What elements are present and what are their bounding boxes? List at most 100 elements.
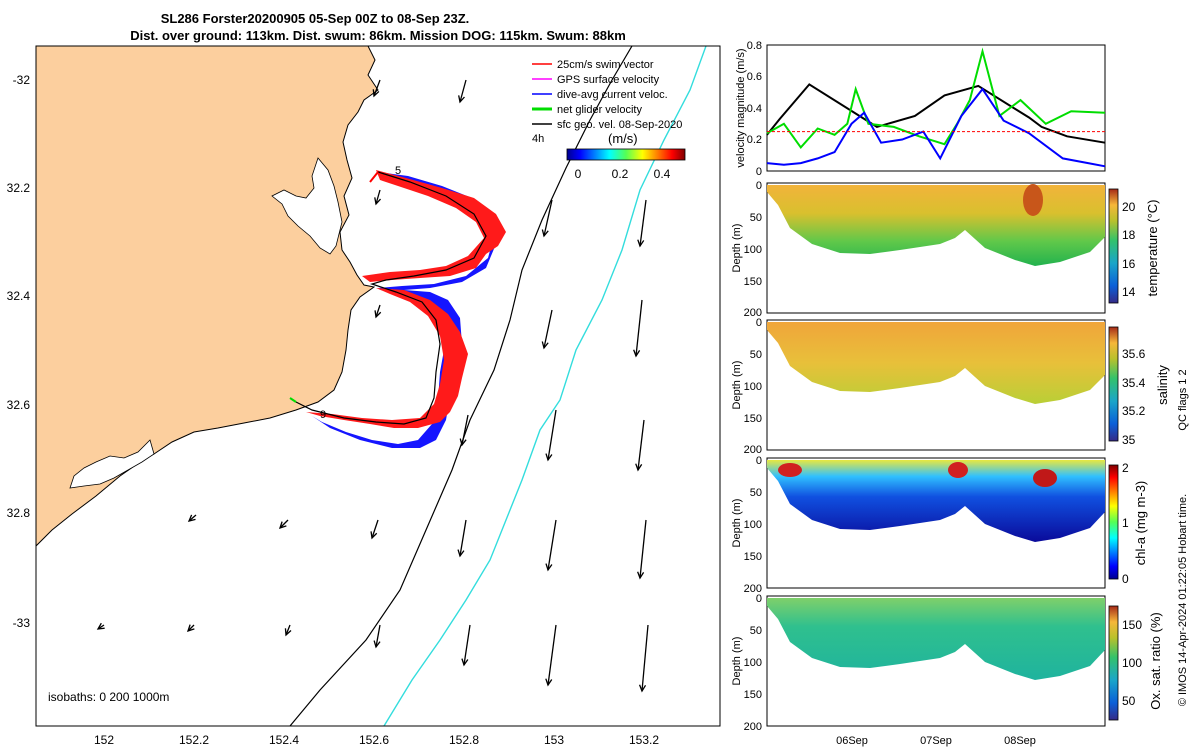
y-axis-label: Depth (m) [731,224,743,273]
y-tick: 0 [756,317,762,329]
cbar-tick: 18 [1122,228,1136,242]
geo-velocity-arrow [459,79,467,103]
colorbar-label: temperature (°C) [1145,200,1160,297]
temperature-panel: 0 50 100 150 200 Depth (m) 20 18 16 14 t… [731,180,1160,319]
geo-velocity-arrow [637,419,645,471]
geo-velocity-arrow [641,624,649,692]
y-tick: 100 [744,519,762,531]
isobath-1000m [383,46,707,726]
geo-velocity-arrow [639,199,647,247]
estuary-south [69,439,155,489]
oxygen-panel: 0 50 100 150 200 Depth (m) 150 100 50 Ox… [731,593,1163,747]
colorbar-tick: 0.2 [612,167,629,181]
lon-tick: 152.8 [449,733,479,747]
cbar-tick: 35.6 [1122,347,1146,361]
end-marker [289,397,297,403]
y-tick: 0 [756,180,762,192]
geo-velocity-arrowhead [545,453,553,462]
geo-velocity-arrow [547,519,557,571]
lon-axis: 152 152.2 152.4 152.6 152.8 153 153.2 [94,733,659,747]
geo-velocity-arrowhead [96,622,105,630]
y-axis-label: Depth (m) [731,361,743,410]
colorbar-label: chl-a (mg m-3) [1133,481,1148,566]
geo-velocity-arrow [279,519,289,529]
salinity-y-axis: 0 50 100 150 200 Depth (m) [731,317,762,456]
chla-bloom [948,462,968,478]
y-tick: 200 [744,583,762,595]
y-axis-label: Depth (m) [731,499,743,548]
geo-velocity-arrowhead [458,95,465,104]
cbar-tick: 20 [1122,200,1136,214]
y-tick: 150 [744,413,762,425]
isobaths-label: isobaths: 0 200 1000m [48,690,169,704]
y-tick: 50 [750,625,762,637]
lon-tick: 152.2 [179,733,209,747]
x-tick: 06Sep [836,735,868,747]
swim-vector-band [306,170,506,428]
geo-velocity-arrowhead [370,531,378,540]
lat-tick: -33 [13,616,31,630]
geo-velocity-arrow [459,519,467,557]
lat-axis: -32 32.2 32.4 32.6 32.8 -33 [7,73,31,630]
geo-velocity-arrowhead [457,549,465,558]
map-panel: 5 9 -32 32.2 32.4 32.6 32.8 -33 152 152.… [7,45,721,747]
y-tick: 100 [744,657,762,669]
colorbar-label: Ox. sat. ratio (%) [1148,612,1163,710]
y-tick: 200 [744,444,762,456]
y-axis-label: Depth (m) [731,637,743,686]
y-tick: 100 [744,244,762,256]
legend-label-gps: GPS surface velocity [557,74,660,86]
y-tick: 0.8 [747,40,762,52]
chla-colorbar [1108,464,1119,580]
lat-tick: 32.4 [7,289,31,303]
salinity-section [767,322,1105,404]
chla-bloom [1033,469,1057,487]
geo-velocity-arrowhead [374,310,382,319]
geo-velocity-arrow [547,409,557,461]
y-tick: 150 [744,276,762,288]
lon-tick: 152.6 [359,733,389,747]
geo-velocity-arrowhead [278,521,287,530]
cbar-tick: 35.4 [1122,376,1146,390]
geo-velocity-arrow [547,624,557,686]
cbar-tick: 14 [1122,285,1136,299]
legend-label-dive: dive-avg current veloc. [557,89,668,101]
speed-colorbar [566,148,686,161]
chla-y-axis: 0 50 100 150 200 Depth (m) [731,455,762,595]
velocity-series-line-1 [766,47,1106,149]
geo-velocity-arrow [375,624,381,648]
geo-velocity-arrowhead [373,640,381,649]
geo-velocity-arrow [463,624,471,666]
y-tick: 50 [750,212,762,224]
y-tick: 200 [744,307,762,319]
y-tick: 150 [744,689,762,701]
interval-label: 4h [532,133,544,145]
chart-title-line2: Dist. over ground: 113km. Dist. swum: 86… [130,28,626,43]
legend-label-geo: sfc geo. vel. 08-Sep-2020 [557,119,682,131]
geo-velocity-arrow [543,309,553,349]
lon-tick: 153.2 [629,733,659,747]
y-tick: 0.4 [747,103,762,115]
geo-velocity-arrowhead [638,684,647,693]
geo-velocity-arrow [375,304,381,318]
legend-label-net: net glider velocity [557,104,642,116]
y-tick: 0.2 [747,134,762,146]
geo-velocity-arrow [635,299,643,357]
colorbar-tick: 0 [575,167,582,181]
chla-panel: 0 50 100 150 200 Depth (m) 2 1 0 chl-a (… [731,455,1148,595]
lat-tick: 32.6 [7,398,31,412]
oxygen-y-axis: 0 50 100 150 200 Depth (m) [731,593,762,733]
oxygen-colorbar [1108,605,1119,721]
velocity-panel: 0 0.2 0.4 0.6 0.8 velocity magnitude (m/… [735,40,1106,178]
colorbar-label: salinity [1155,365,1170,405]
geo-velocity-arrow [371,519,379,539]
estuary-north [271,157,343,255]
imos-credit: © IMOS 14-Apr-2024 01:22:05 Hobart time. [1177,494,1189,706]
cbar-tick: 35 [1122,433,1136,447]
lat-tick: -32 [13,73,31,87]
cbar-tick: 50 [1122,694,1136,708]
y-tick: 50 [750,487,762,499]
y-tick: 0 [756,455,762,467]
geo-velocity-arrowhead [374,197,382,206]
